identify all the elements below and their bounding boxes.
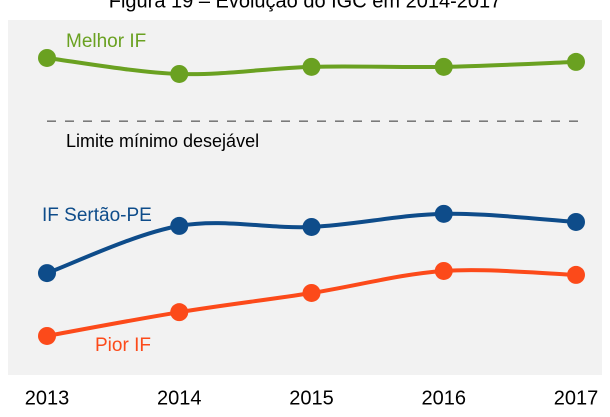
series-label: Pior IF (95, 335, 151, 356)
data-point (567, 265, 585, 284)
plot-background (8, 20, 602, 375)
series-label: Melhor IF (66, 31, 146, 52)
x-tick-label: 2013 (25, 387, 70, 409)
data-point (170, 216, 189, 235)
series-label: IF Sertão-PE (42, 205, 152, 226)
data-point (302, 57, 321, 76)
data-point (302, 283, 321, 302)
data-point (38, 264, 56, 283)
data-point (567, 52, 585, 71)
chart-title: Figura 19 – Evolução do IGC em 2014-2017 (109, 0, 501, 12)
data-point (567, 212, 585, 231)
data-point (302, 217, 321, 236)
data-point (170, 303, 189, 322)
data-point (434, 261, 453, 280)
data-point (170, 64, 189, 83)
x-tick-label: 2014 (157, 387, 202, 409)
x-tick-label: 2015 (289, 387, 334, 409)
data-point (38, 48, 56, 67)
data-point (434, 57, 453, 76)
data-point (434, 204, 453, 223)
x-tick-label: 2017 (554, 387, 599, 409)
x-tick-label: 2016 (422, 387, 467, 409)
reference-label: Limite mínimo desejável (66, 131, 259, 151)
data-point (38, 326, 56, 345)
